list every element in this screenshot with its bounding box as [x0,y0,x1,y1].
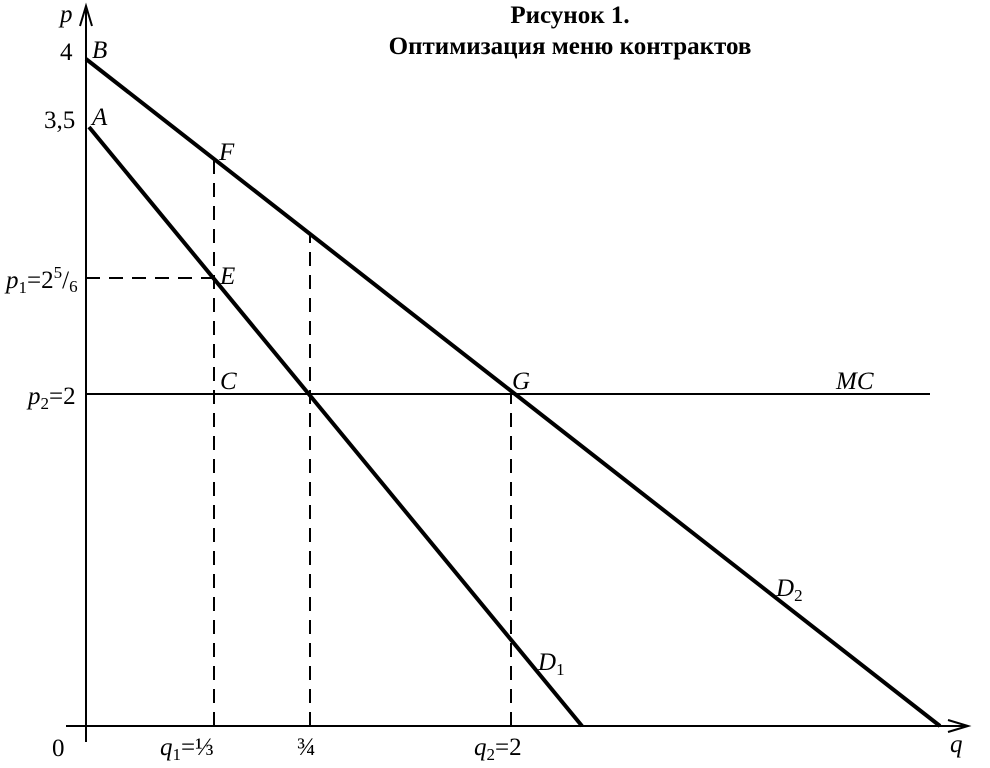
point-c-label: C [220,368,237,395]
d1-label: D1 [537,649,565,679]
x-tick-q2: q2=2 [474,734,522,764]
y-tick-4: 4 [60,39,73,66]
origin-label: 0 [52,735,65,762]
figure-title: Рисунок 1. [510,2,630,29]
p1-symbol: p [4,267,19,294]
point-b-label: B [92,37,107,64]
d1-line [87,125,584,728]
y-tick-3-5: 3,5 [44,107,75,134]
x-tick-3-4: ¾ [297,734,316,761]
p1-fraction-denominator: 6 [69,277,78,296]
y-tick-p2: p2=2 [26,383,76,413]
d2-line [84,57,942,728]
p1-subscript: 1 [19,278,28,297]
p2-value: =2 [49,383,76,410]
p1-fraction-slash: / [62,267,69,294]
x-axis-arrow-icon [947,719,972,733]
q1-symbol: q [160,734,173,761]
y-tick-p1: p1=25/6 [4,263,78,297]
q2-value: =2 [495,734,522,761]
q1-subscript: 1 [173,745,182,764]
d2-subscript: 2 [794,586,803,605]
x-tick-q1: q1=⅓ [160,734,214,764]
d2-symbol: D [775,575,794,602]
d1-subscript: 1 [556,660,565,679]
d1-symbol: D [537,649,556,676]
p2-symbol: p [26,383,41,410]
p1-value: =2 [27,267,54,294]
point-f-label: F [218,139,235,166]
q2-symbol: q [474,734,487,761]
x-axis-label: q [950,731,963,758]
y-axis-arrow-icon [79,2,93,27]
p2-subscript: 2 [41,394,50,413]
p1-fraction-numerator: 5 [54,263,63,282]
q2-subscript: 2 [487,745,496,764]
figure-subtitle: Оптимизация меню контрактов [388,33,752,60]
y-axis-label: p [58,1,73,28]
point-e-label: E [219,263,235,290]
point-g-label: G [512,368,530,395]
point-a-label: A [90,104,108,131]
q1-value: =⅓ [181,734,214,761]
mc-label: MC [835,368,874,395]
d2-label: D2 [775,575,803,605]
